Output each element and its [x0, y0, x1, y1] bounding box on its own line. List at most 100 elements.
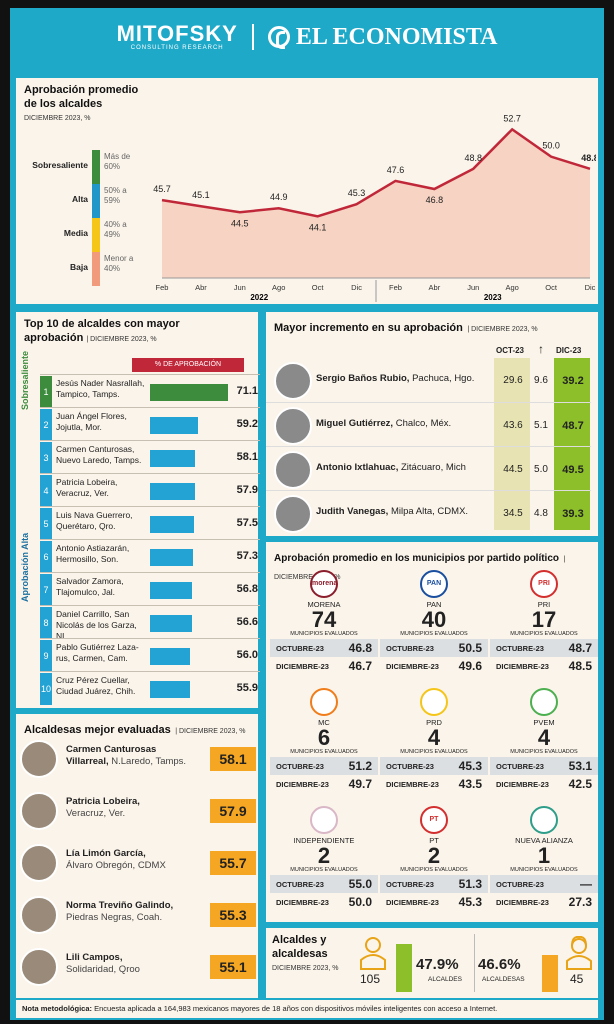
party-oct-row: OCTUBRE-23 51.3: [380, 875, 488, 893]
mayor-name: Pablo Gutiérrez Laza-: [56, 642, 139, 652]
alcaldesa-row: Lía Limón García, Álvaro Obregón, CDMX 55.…: [16, 842, 256, 886]
party-dic-row: DICIEMBRE-23 49.6: [380, 657, 488, 675]
alcaldesa-line2: Solidaridad, Qroo: [66, 964, 140, 976]
increase-value: 4.8: [534, 508, 548, 519]
alcaldesa-info: Patricia Lobeira, Veracruz, Ver.: [66, 796, 140, 821]
party-card: PT PT 2 MUNICIPIOS EVALUADOS OCTUBRE-23 51.3 D…: [380, 806, 488, 911]
top10-row: 2 Juan Ángel Flores, Jojutla, Mor. 59.2: [40, 407, 260, 441]
oct-value: 53.1: [568, 759, 592, 773]
value-label-4: 44.1: [309, 222, 327, 232]
rank-badge: 1: [40, 376, 52, 408]
increase-panel: Mayor incremento en su aprobación | DICI…: [266, 312, 598, 536]
group-label-sobresaliente: Sobresaliente: [20, 350, 30, 410]
municipios-label: MUNICIPIOS EVALUADOS: [400, 867, 468, 873]
approval-bar: [150, 615, 192, 632]
alcaldesas-title-text: Alcaldesas mejor evaluadas: [24, 724, 171, 736]
party-logo-icon: [530, 806, 558, 834]
mayor-place: Veracruz, Ver.: [56, 488, 109, 499]
legend-swatch-2: [92, 218, 100, 252]
dic-value: 39.3: [562, 508, 584, 520]
approval-value: 59.2: [236, 418, 258, 430]
approval-value: 56.0: [236, 649, 258, 661]
rank-badge: 7: [40, 574, 52, 606]
mitofsky-subtext: CONSULTING RESEARCH: [130, 45, 224, 51]
parties-date: DICIEMBRE 2023, %: [274, 574, 341, 581]
alcaldesa-photo: [20, 792, 58, 830]
value-label-8: 48.8: [465, 153, 483, 163]
alcaldesas-date: DICIEMBRE 2023, %: [178, 728, 246, 735]
oct-label: OCTUBRE-23: [386, 761, 434, 771]
party-oct-row: OCTUBRE-23 53.1: [490, 757, 598, 775]
dic-value: 43.5: [458, 777, 482, 791]
top10-panel: Top 10 de alcaldes con mayor aprobación …: [16, 312, 260, 708]
party-count: 17: [531, 607, 557, 632]
party-logo-icon: PT: [420, 806, 448, 834]
oct-value: 34.5: [503, 508, 523, 519]
party-card: MC 6 MUNICIPIOS EVALUADOS OCTUBRE-23 51.2 DIC…: [270, 688, 378, 793]
mayor-place: Jojutla, Mor.: [56, 422, 102, 433]
alcaldesa-value: 55.1: [210, 955, 256, 979]
top10-row: 8 Daniel Carrillo, San Nicolás de los Garz…: [40, 605, 260, 641]
party-dic-row: DICIEMBRE-23 50.0: [270, 893, 378, 911]
increase-row: Antonio Ixtlahuac, Zitácuaro, Mich 44.5 5.…: [266, 446, 591, 492]
alcaldesa-line2: Álvaro Obregón, CDMX: [66, 860, 166, 872]
party-card: INDEPENDIENTE 2 MUNICIPIOS EVALUADOS OCTUBR…: [270, 806, 378, 911]
alcaldesa-place: Piedras Negras, Coah.: [66, 912, 163, 924]
oct-label: OCTUBRE-23: [276, 879, 324, 889]
mayor-name: Juan Ángel Flores,: [56, 411, 127, 421]
approval-value: 55.9: [236, 682, 258, 694]
party-oct-row: OCTUBRE-23 51.2: [270, 757, 378, 775]
mayor-name: Antonio Astiazarán,: [56, 543, 130, 553]
dic-label: DICIEMBRE-23: [496, 779, 549, 789]
header-divider: [251, 24, 254, 50]
oct-value: 46.8: [348, 641, 372, 655]
alcaldesa-info: Lili Campos, Solidaridad, Qroo: [66, 952, 140, 977]
value-label-1: 45.1: [192, 190, 210, 200]
x-tick-1: Abr: [195, 283, 207, 292]
dic-label: DICIEMBRE-23: [386, 779, 439, 789]
group-label-alta: Aprobación Alta: [20, 532, 30, 602]
party-name: MC: [318, 718, 330, 727]
alcaldesas-title: Alcaldesas mejor evaluadas | DICIEMBRE 2…: [24, 724, 246, 736]
party-count: 6: [317, 725, 331, 750]
approval-value: 57.5: [236, 517, 258, 529]
mayor-info: Sergio Baños Rubio, Pachuca, Hgo.: [316, 373, 474, 384]
party-count: 2: [317, 843, 331, 868]
party-logo-icon: [310, 806, 338, 834]
top10-name: Antonio Astiazarán, Hermosillo, Son.: [56, 543, 146, 565]
alcaldesa-place: Álvaro Obregón, CDMX: [66, 860, 166, 872]
value-label-5: 45.3: [348, 188, 366, 198]
party-name: PT: [429, 836, 439, 845]
legend-label-0: Sobresaliente: [32, 160, 88, 170]
party-logo-icon: [310, 688, 338, 716]
party-card: PRI PRI 17 MUNICIPIOS EVALUADOS OCTUBRE-23 48…: [490, 570, 598, 675]
gender-divider: [474, 934, 475, 992]
dic-value: 49.5: [562, 464, 584, 476]
approval-bar: [150, 648, 191, 665]
alcaldesa-info: Carmen Canturosas Villarreal, N.Laredo, T…: [66, 744, 186, 769]
value-label-11: 48.8: [581, 153, 596, 163]
mayor-name: Patricia Lobeira,: [56, 477, 118, 487]
municipios-label: MUNICIPIOS EVALUADOS: [290, 867, 358, 873]
municipios-label: MUNICIPIOS EVALUADOS: [290, 749, 358, 755]
dic-column-bg: [554, 358, 590, 530]
rank-badge: 2: [40, 409, 52, 441]
value-label-6: 47.6: [387, 165, 405, 175]
top10-row: 7 Salvador Zamora, Tlajomulco, Jal. 56.8: [40, 572, 260, 606]
rank-badge: 5: [40, 508, 52, 540]
footer-label: Nota metodológica:: [22, 1004, 93, 1013]
alcaldesa-place: Veracruz, Ver.: [66, 808, 126, 820]
party-card: NUEVA ALIANZA 1 MUNICIPIOS EVALUADOS OCTUBR…: [490, 806, 598, 911]
oct-label: OCTUBRE-23: [496, 761, 544, 771]
x-tick-10: Oct: [545, 283, 558, 292]
footer-note: Nota metodológica: Encuesta aplicada a 1…: [16, 1000, 598, 1018]
rank-badge: 4: [40, 475, 52, 507]
trend-title: Aprobación promedio de los alcaldes DICI…: [24, 84, 138, 122]
mayor-name: Miguel Gutiérrez,: [316, 418, 394, 429]
value-label-3: 44.9: [270, 192, 288, 202]
dic-value: 48.7: [562, 420, 584, 432]
mayor-name: Luis Nava Guerrero,: [56, 510, 133, 520]
alcaldesa-place: N.Laredo, Tamps.: [111, 756, 187, 768]
dic-label: DICIEMBRE-23: [386, 897, 439, 907]
party-card: PVEM 4 MUNICIPIOS EVALUADOS OCTUBRE-23 53.1 D…: [490, 688, 598, 793]
